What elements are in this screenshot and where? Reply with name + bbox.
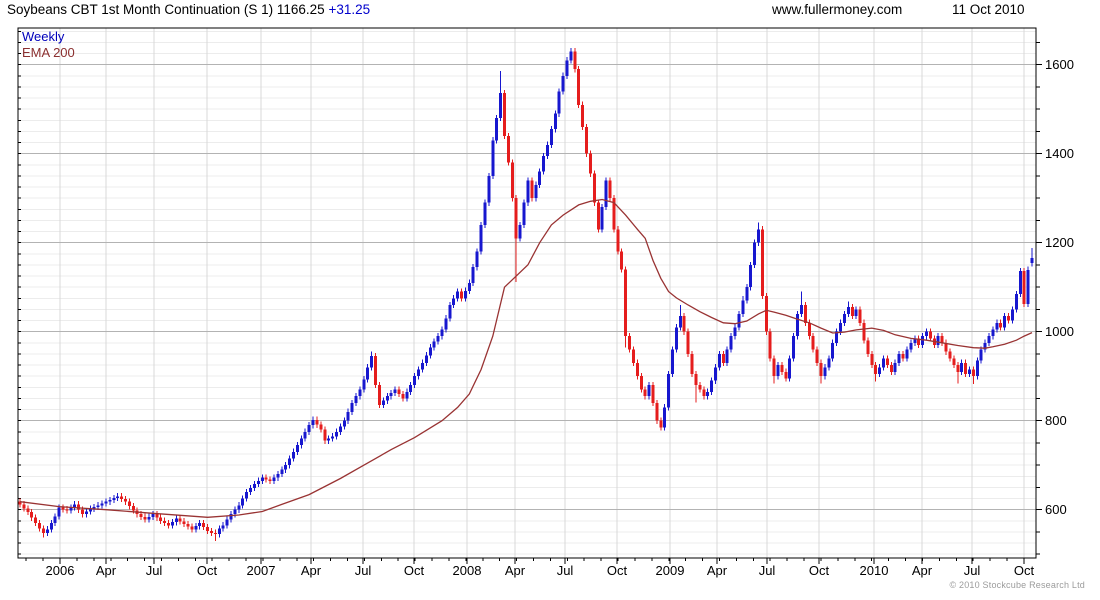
svg-text:1200: 1200 [1045, 235, 1074, 250]
price-change: +31.25 [328, 2, 371, 17]
legend-interval-label: Weekly [22, 29, 65, 44]
svg-text:Apr: Apr [505, 563, 526, 578]
svg-text:Jul: Jul [557, 563, 574, 578]
svg-text:1400: 1400 [1045, 146, 1074, 161]
svg-text:1000: 1000 [1045, 324, 1074, 339]
svg-text:Jul: Jul [355, 563, 372, 578]
site-url: www.fullermoney.com [772, 2, 903, 17]
chart-date: 11 Oct 2010 [952, 2, 1025, 17]
svg-text:2007: 2007 [247, 563, 276, 578]
svg-text:2010: 2010 [860, 563, 889, 578]
chart-legend: Weekly EMA 200 [22, 29, 75, 61]
svg-text:Oct: Oct [404, 563, 425, 578]
svg-text:2009: 2009 [656, 563, 685, 578]
copyright-notice: © 2010 Stockcube Research Ltd [949, 580, 1085, 590]
svg-text:Apr: Apr [301, 563, 322, 578]
svg-text:Apr: Apr [96, 563, 117, 578]
svg-text:Jul: Jul [964, 563, 981, 578]
svg-text:800: 800 [1045, 413, 1067, 428]
svg-text:Oct: Oct [809, 563, 830, 578]
svg-text:1600: 1600 [1045, 57, 1074, 72]
legend-ema-label: EMA 200 [22, 45, 75, 60]
svg-text:Oct: Oct [1014, 563, 1035, 578]
svg-text:Oct: Oct [607, 563, 628, 578]
svg-text:Apr: Apr [912, 563, 933, 578]
svg-text:2008: 2008 [453, 563, 482, 578]
svg-text:Apr: Apr [707, 563, 728, 578]
svg-text:2006: 2006 [46, 563, 75, 578]
chart-title: Soybeans CBT 1st Month Continuation (S 1… [7, 2, 370, 18]
svg-text:600: 600 [1045, 502, 1067, 517]
svg-text:Jul: Jul [146, 563, 163, 578]
svg-text:Jul: Jul [759, 563, 776, 578]
instrument-name-and-price: Soybeans CBT 1st Month Continuation (S 1… [7, 2, 329, 17]
svg-text:Oct: Oct [197, 563, 218, 578]
